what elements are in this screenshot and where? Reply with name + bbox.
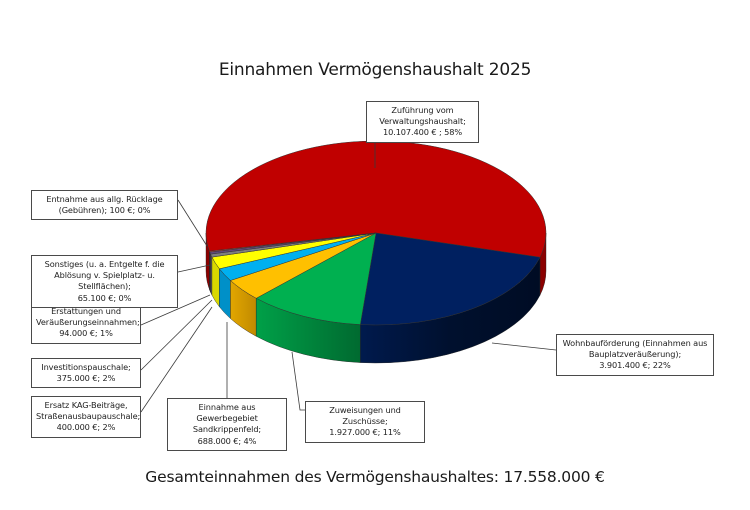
pie-slice-1 (360, 232, 541, 326)
label-gewerbe: Einnahme aus Gewerbegebiet Sandkrippenfe… (167, 398, 287, 451)
pie-slice-8 (208, 232, 377, 253)
label-investitionspauschale: Investitionspauschale; 375.000 €; 2% (31, 358, 141, 389)
chart-title: Einnahmen Vermögenshaushalt 2025 (218, 60, 532, 80)
label-sonstiges: Sonstiges (u. a. Entgelte f. die Ablösun… (31, 255, 178, 308)
label-entnahme: Entnahme aus allg. Rücklage (Gebühren); … (31, 190, 178, 221)
pie-side-6 (210, 254, 213, 296)
pie-group (205, 140, 547, 364)
leader-lines (140, 140, 557, 413)
label-wohnbau: Wohnbauförderung (Einnahmen aus Bauplatz… (556, 334, 714, 376)
label-ersatz-kag: Ersatz KAG-Beiträge, Straßenausbaupausch… (31, 396, 141, 438)
label-zufuehrung: Zuführung vom Verwaltungshaushalt; 10.10… (366, 101, 479, 143)
pie-slice-2 (255, 232, 377, 325)
label-zuweisungen: Zuweisungen und Zuschüsse; 1.927.000 €; … (305, 401, 425, 443)
label-erstattungen: Erstattungen und Veräußerungseinnahmen; … (31, 302, 141, 344)
total-summary: Gesamteinnahmen des Vermögenshaushaltes:… (145, 468, 605, 486)
